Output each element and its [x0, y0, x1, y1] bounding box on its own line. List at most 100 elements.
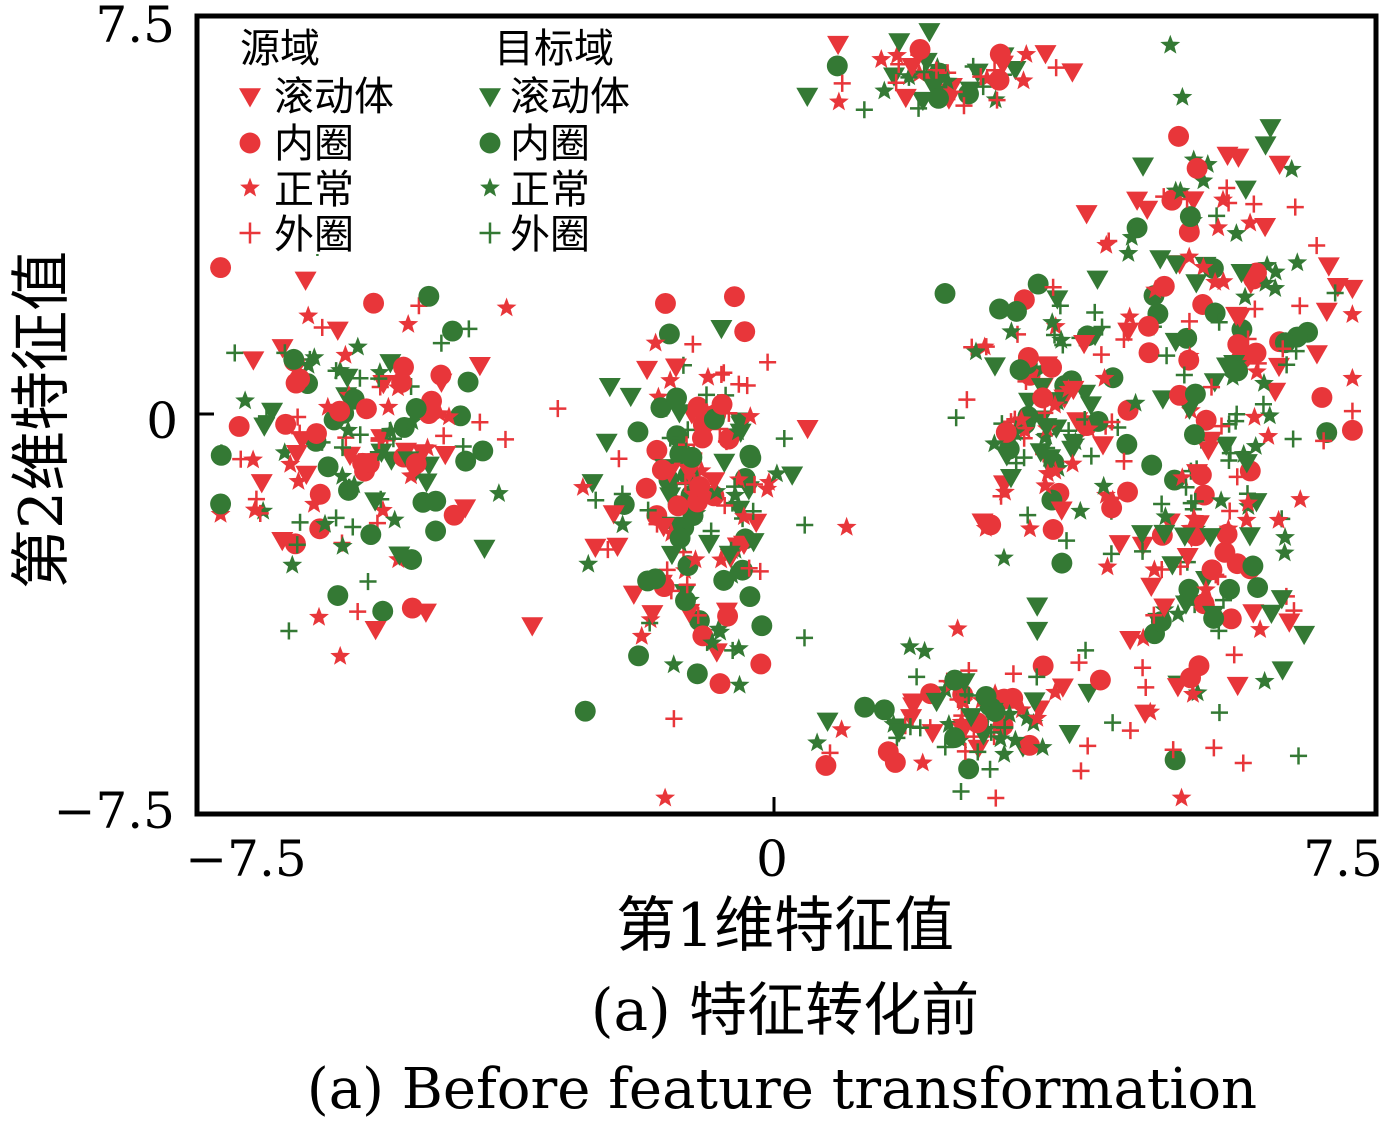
data-point-target-0	[1149, 250, 1172, 270]
data-point-target-0	[619, 387, 642, 408]
data-point-target-2	[1281, 158, 1302, 178]
data-point-target-3	[1028, 668, 1046, 686]
data-point-target-1	[472, 440, 494, 462]
data-point-source-0	[1186, 464, 1209, 484]
data-point-source-1	[1311, 386, 1333, 408]
data-point-target-2	[384, 509, 405, 529]
data-point-target-2	[1226, 223, 1247, 242]
data-point-source-0	[584, 538, 607, 558]
data-point-target-2	[1093, 475, 1114, 495]
caption-english: (a) Before feature transformation	[307, 1057, 1257, 1122]
data-point-source-3	[313, 318, 331, 337]
data-point-source-3	[1274, 340, 1292, 358]
data-point-target-3	[1221, 444, 1239, 462]
data-point-source-0	[364, 621, 387, 641]
data-point-source-2	[1236, 509, 1257, 529]
data-point-source-0	[454, 499, 477, 519]
data-point-target-2	[728, 638, 749, 658]
legend-label-target-outer: 外圈	[510, 212, 590, 258]
data-point-target-3	[795, 629, 814, 647]
legend-marker-target-3	[479, 222, 501, 244]
data-point-source-2	[1290, 489, 1311, 508]
data-point-source-1	[1089, 669, 1111, 691]
data-point-source-0	[1073, 334, 1096, 355]
data-point-target-1	[873, 699, 895, 721]
data-point-source-3	[289, 408, 307, 426]
data-point-target-3	[796, 516, 814, 534]
data-point-target-2	[729, 674, 750, 694]
data-point-source-3	[1180, 312, 1198, 330]
data-point-target-2	[338, 419, 358, 439]
data-point-source-1	[1168, 125, 1190, 147]
data-point-target-3	[969, 743, 987, 761]
data-point-source-2	[728, 469, 749, 489]
data-point-source-3	[955, 97, 973, 115]
data-point-target-0	[1058, 724, 1081, 745]
data-point-source-0	[294, 271, 317, 291]
data-point-target-3	[1278, 356, 1296, 374]
data-point-target-2	[1193, 170, 1214, 190]
data-point-target-0	[1046, 290, 1069, 310]
data-point-target-0	[1023, 692, 1046, 712]
data-point-target-3	[915, 63, 933, 81]
data-point-target-3	[1220, 415, 1238, 433]
data-point-target-3	[432, 334, 450, 352]
data-point-source-0	[1315, 302, 1338, 322]
data-point-source-3	[1115, 330, 1133, 349]
data-point-source-2	[1020, 518, 1040, 538]
legend: 源域 目标域 滚动体 内圈 正常 外圈 滚动体 内圈 正常 外圈	[230, 22, 660, 258]
data-point-target-2	[1121, 226, 1142, 246]
data-point-target-3	[1076, 641, 1095, 659]
data-point-target-3	[974, 78, 992, 96]
data-point-target-3	[952, 782, 970, 801]
data-point-target-0	[1270, 590, 1293, 610]
data-point-source-0	[636, 360, 659, 381]
data-point-source-0	[622, 585, 645, 605]
data-point-source-2	[335, 344, 356, 364]
data-point-target-0	[1026, 597, 1049, 617]
data-point-target-3	[333, 438, 352, 457]
data-point-source-2	[1184, 507, 1204, 527]
data-point-source-2	[1342, 367, 1363, 387]
data-point-target-0	[1153, 524, 1176, 545]
data-point-source-3	[887, 74, 905, 92]
data-point-source-2	[309, 606, 329, 626]
data-point-target-2	[1233, 444, 1254, 463]
data-point-source-2	[1096, 234, 1117, 254]
data-point-source-1	[709, 673, 731, 695]
legend-marker-target-1	[479, 132, 501, 154]
data-point-target-3	[909, 99, 928, 117]
data-point-target-2	[994, 547, 1014, 567]
data-point-target-1	[628, 645, 650, 667]
data-point-source-1	[1042, 519, 1064, 540]
data-point-source-2	[1183, 683, 1203, 703]
data-point-target-3	[381, 421, 399, 440]
data-point-target-2	[1172, 86, 1193, 106]
data-point-target-1	[317, 456, 339, 478]
data-point-target-1	[975, 685, 997, 707]
data-point-target-2	[1179, 587, 1199, 607]
legend-label-target-rolling: 滚动体	[510, 74, 630, 120]
data-point-source-0	[1197, 441, 1220, 461]
legend-marker-target-0	[479, 88, 501, 108]
data-point-target-1	[645, 568, 666, 590]
data-point-target-3	[1254, 395, 1272, 413]
data-point-source-3	[1153, 561, 1171, 579]
data-point-target-2	[1042, 312, 1063, 331]
data-point-target-3	[226, 344, 244, 362]
data-point-target-3	[1057, 532, 1076, 550]
data-point-source-0	[902, 693, 925, 713]
data-point-target-2	[1254, 372, 1274, 392]
data-point-target-3	[370, 370, 388, 388]
data-point-source-2	[1096, 484, 1116, 504]
legend-label-source-rolling: 滚动体	[274, 74, 394, 120]
data-point-source-2	[244, 499, 265, 519]
data-point-source-2	[975, 517, 996, 537]
data-point-source-1	[355, 398, 377, 420]
data-point-target-0	[983, 357, 1006, 377]
data-point-source-3	[1315, 432, 1333, 450]
data-point-source-2	[661, 522, 682, 542]
data-point-source-2	[1246, 361, 1267, 381]
data-point-target-0	[918, 23, 941, 43]
data-point-target-1	[1184, 383, 1206, 405]
